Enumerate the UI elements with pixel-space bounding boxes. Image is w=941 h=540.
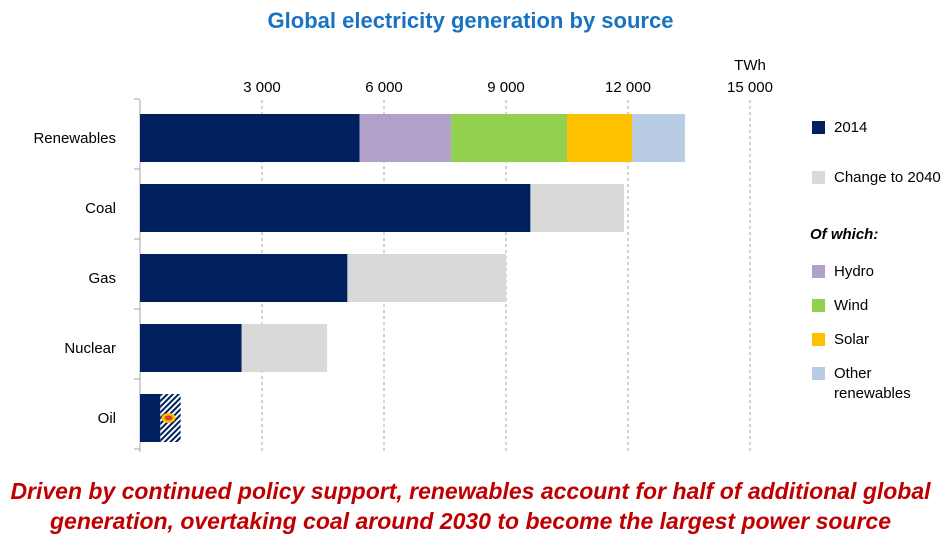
category-label: Renewables [33,130,116,147]
legend-label: 2014 [834,119,868,136]
bar-segment [140,254,348,302]
chart-title: Global electricity generation by source [267,8,674,33]
legend-label: Wind [834,297,869,314]
bar-segment [140,324,242,372]
category-label: Gas [88,270,116,287]
bar-segment [347,254,506,302]
legend-swatch [812,333,825,346]
legend-subheading: Of which: [810,226,879,243]
legend-swatch [812,299,825,312]
footer-line-1: Driven by continued policy support, rene… [10,478,931,504]
unit-label: TWh [734,57,766,74]
legend-item-solar: Solar [812,330,941,350]
legend-label: Change to 2040 [834,169,941,186]
legend-label: Other renewables [834,365,911,402]
bar-segment [530,184,624,232]
legend-swatch [812,171,825,184]
legend-item-other-renewables: Other renewables [812,364,941,404]
legend-item-2014: 2014 [812,118,941,138]
bar-segment [140,114,360,162]
bar-segment [140,184,531,232]
x-tick-label: 3 000 [243,79,281,96]
x-tick-label: 12 000 [605,79,651,96]
bar-segment [140,394,161,442]
bar-segment [359,114,452,162]
bar-chart: 3 000 6 000 9 000 12 000 15 000 TWh Renewables… [33,57,773,452]
oil-marker [164,415,173,421]
legend-swatch [812,367,825,380]
legend-label: Hydro [834,263,875,280]
legend-swatch [812,121,825,134]
footer-line-2: generation, overtaking coal around 2030 … [49,508,892,534]
category-label: Coal [85,200,116,217]
x-tick-label: 15 000 [727,79,773,96]
footer-caption: Driven by continued policy support, rene… [0,476,941,536]
bar-segment [451,114,567,162]
legend-item-change-to-2040: Change to 2040 [812,168,941,188]
legend-label: Solar [834,331,870,348]
legend-swatch [812,265,825,278]
x-tick-label: 9 000 [487,79,525,96]
x-tick-label: 6 000 [365,79,403,96]
bar-segment [241,324,328,372]
legend-item-wind: Wind [812,296,941,316]
bar-segment [632,114,685,162]
legend-item-hydro: Hydro [812,262,941,282]
bar-segment [567,114,633,162]
category-label: Nuclear [64,340,116,357]
category-label: Oil [98,410,116,427]
